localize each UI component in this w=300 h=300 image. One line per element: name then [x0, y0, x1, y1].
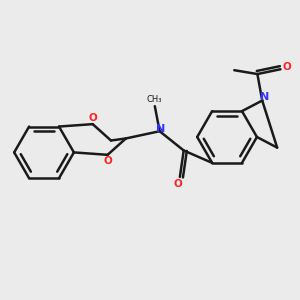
Text: CH₃: CH₃ [146, 95, 162, 104]
Text: O: O [283, 62, 292, 72]
Text: N: N [260, 92, 269, 102]
Text: O: O [174, 179, 182, 189]
Text: O: O [88, 113, 97, 123]
Text: N: N [157, 124, 166, 134]
Text: O: O [103, 156, 112, 166]
